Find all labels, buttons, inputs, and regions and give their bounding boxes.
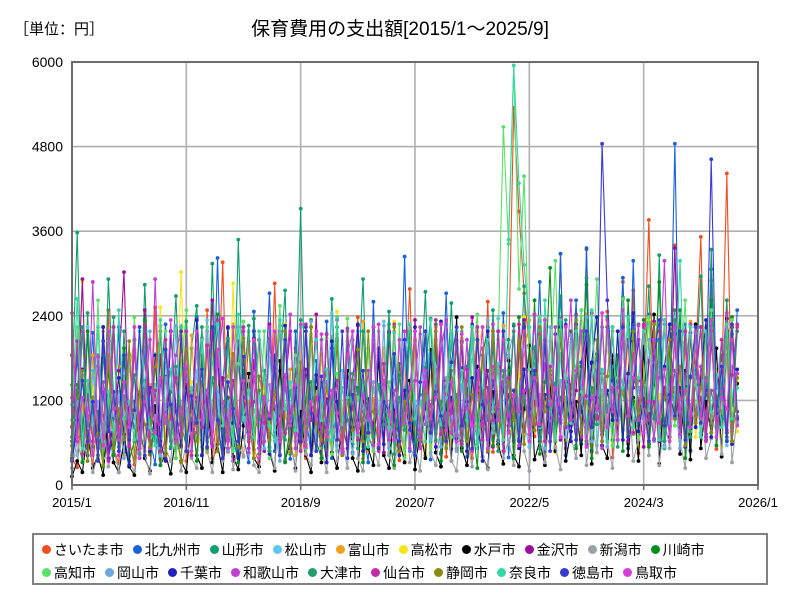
- series-鳥取市: [70, 311, 740, 461]
- legend-marker-icon: [524, 545, 534, 554]
- legend-item-label: 富山市: [347, 541, 390, 558]
- legend-marker-icon: [308, 568, 317, 577]
- legend-item[interactable]: 鳥取市: [623, 566, 677, 580]
- legend-marker-icon: [434, 568, 443, 577]
- legend-row-2: 高知市 岡山市 千葉市 和歌山市 大津市 仙台市 静岡市 奈良市 徳島市 鳥取市: [42, 561, 760, 584]
- legend-item-label: 山形市: [221, 541, 264, 558]
- legend-item-label: 和歌山市: [243, 564, 299, 581]
- legend-marker-icon: [231, 568, 240, 577]
- legend-item[interactable]: 山形市: [209, 541, 264, 558]
- page-title: 保育費用の支出額[2015/1〜2025/9]: [251, 19, 549, 40]
- legend-item[interactable]: 仙台市: [371, 566, 425, 580]
- x-axis-tick-label: 2015/1: [52, 495, 92, 510]
- legend-item[interactable]: 和歌山市: [231, 566, 299, 580]
- legend-marker-icon: [623, 568, 632, 577]
- legend-item[interactable]: 千葉市: [168, 566, 222, 580]
- x-axis-tick-label: 2022/5: [509, 495, 549, 510]
- legend-marker-icon: [461, 545, 471, 554]
- legend-item-label: 大津市: [320, 564, 362, 581]
- legend-item-label: 松山市: [284, 541, 327, 558]
- legend-item-label: 千葉市: [180, 564, 222, 581]
- legend-item[interactable]: 徳島市: [560, 566, 614, 580]
- legend-item[interactable]: 大津市: [308, 566, 362, 580]
- legend-item[interactable]: 新潟市: [587, 541, 642, 558]
- legend-marker-icon: [587, 545, 597, 554]
- plot-area: 0 1200 2400 3600 4800 6000 2015/1 2016/11 2018/9…: [32, 54, 778, 510]
- legend-item-label: 岡山市: [117, 564, 159, 581]
- series-layer: [70, 63, 740, 479]
- unit-label: ［単位：円］: [14, 21, 105, 38]
- legend-item-label: さいたま市: [54, 541, 124, 558]
- legend-item[interactable]: 松山市: [272, 541, 327, 558]
- series-静岡市: [70, 318, 740, 468]
- y-axis-tick-label: 4800: [32, 139, 63, 155]
- legend-marker-icon: [42, 568, 51, 577]
- x-axis-tick-label: 2024/3: [624, 495, 664, 510]
- line-chart-svg: 0 1200 2400 3600 4800 6000 2015/1 2016/11 2018/9…: [32, 54, 778, 510]
- legend-item[interactable]: 富山市: [335, 541, 390, 558]
- legend-item[interactable]: 北九州市: [132, 541, 201, 558]
- y-axis-tick-label: 2400: [32, 308, 63, 324]
- legend-marker-icon: [132, 545, 142, 554]
- legend-item[interactable]: さいたま市: [42, 543, 124, 557]
- legend-item[interactable]: 高知市: [42, 566, 96, 580]
- legend: さいたま市 北九州市 山形市 松山市 富山市 高松市 水戸市 金沢市 新潟市 川崎市 高知市 岡山市…: [32, 533, 768, 585]
- legend-item-label: 水戸市: [473, 541, 516, 558]
- legend-marker-icon: [560, 568, 569, 577]
- legend-item-label: 川崎市: [662, 541, 705, 558]
- legend-marker-icon: [209, 545, 219, 554]
- legend-item-label: 奈良市: [509, 564, 551, 581]
- legend-marker-icon: [335, 545, 345, 554]
- legend-marker-icon: [398, 545, 408, 554]
- legend-item[interactable]: 水戸市: [461, 541, 516, 558]
- x-axis-tick-label: 2026/1: [738, 495, 778, 510]
- legend-item-label: 北九州市: [144, 541, 201, 558]
- y-axis-tick-label: 3600: [32, 223, 63, 239]
- legend-marker-icon: [42, 545, 51, 554]
- legend-marker-icon: [650, 545, 660, 554]
- legend-item-label: 仙台市: [383, 564, 425, 581]
- legend-marker-icon: [497, 568, 506, 577]
- legend-item-label: 新潟市: [599, 541, 642, 558]
- legend-item-label: 静岡市: [446, 564, 488, 581]
- legend-marker-icon: [168, 568, 177, 577]
- y-axis-tick-label: 6000: [32, 54, 63, 70]
- x-axis-tick-label: 2020/7: [395, 495, 435, 510]
- legend-item[interactable]: 川崎市: [650, 541, 705, 558]
- legend-marker-icon: [272, 545, 282, 554]
- legend-item[interactable]: 奈良市: [497, 566, 551, 580]
- legend-marker-icon: [105, 568, 114, 577]
- legend-item-label: 徳島市: [572, 564, 614, 581]
- y-axis-tick-label: 1200: [32, 392, 63, 408]
- legend-item[interactable]: 高松市: [398, 541, 453, 558]
- legend-item[interactable]: 岡山市: [105, 566, 159, 580]
- legend-row-1: さいたま市 北九州市 山形市 松山市 富山市 高松市 水戸市 金沢市 新潟市 川崎市: [42, 538, 760, 561]
- legend-item-label: 高知市: [54, 564, 96, 581]
- x-axis-tick-label: 2016/11: [163, 495, 209, 510]
- legend-item[interactable]: 静岡市: [434, 566, 488, 580]
- y-axis-tick-label: 0: [55, 477, 63, 493]
- legend-item-label: 鳥取市: [635, 564, 677, 581]
- legend-marker-icon: [371, 568, 380, 577]
- x-axis-tick-label: 2018/9: [281, 495, 321, 510]
- legend-item-label: 高松市: [410, 541, 453, 558]
- legend-item[interactable]: 金沢市: [524, 541, 579, 558]
- legend-item-label: 金沢市: [536, 541, 579, 558]
